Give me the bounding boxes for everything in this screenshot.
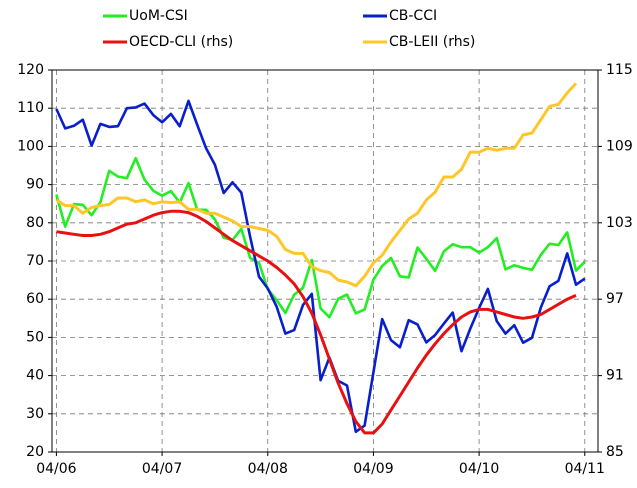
series-line [56,209,577,435]
y2-tick-label: 103 [606,215,633,231]
y-tick-label: 30 [26,406,44,422]
x-tick-label: 04/11 [565,461,605,477]
plot-frame [51,69,599,453]
x-tick-label: 04/06 [36,461,76,477]
legend-label: UoM-CSI [129,8,188,24]
y2-tick-label: 115 [606,62,633,78]
y-tick-label: 110 [17,100,44,116]
y2-tick-label: 109 [606,138,633,154]
x-tick-label: 04/10 [459,461,499,477]
series-line [55,156,586,319]
y-tick-label: 120 [17,62,44,78]
y-tick-label: 50 [26,329,44,345]
legend-label: CB-CCI [389,8,437,24]
y-tick-label: 90 [26,177,44,193]
x-tick-label: 04/08 [248,461,288,477]
legend-label: OECD-CLI (rhs) [129,34,233,50]
y-tick-label: 100 [17,138,44,154]
y2-tick-label: 85 [606,444,624,460]
y-tick-label: 40 [26,368,44,384]
y-tick-label: 60 [26,291,44,307]
y2-tick-label: 97 [606,291,624,307]
x-tick-label: 04/07 [142,461,182,477]
series-line [55,82,578,288]
x-tick-label: 04/09 [353,461,393,477]
y-tick-label: 80 [26,215,44,231]
y-tick-label: 70 [26,253,44,269]
series-line [55,99,586,434]
y2-tick-label: 91 [606,368,624,384]
y-tick-label: 20 [26,444,44,460]
legend-label: CB-LEII (rhs) [389,34,475,50]
